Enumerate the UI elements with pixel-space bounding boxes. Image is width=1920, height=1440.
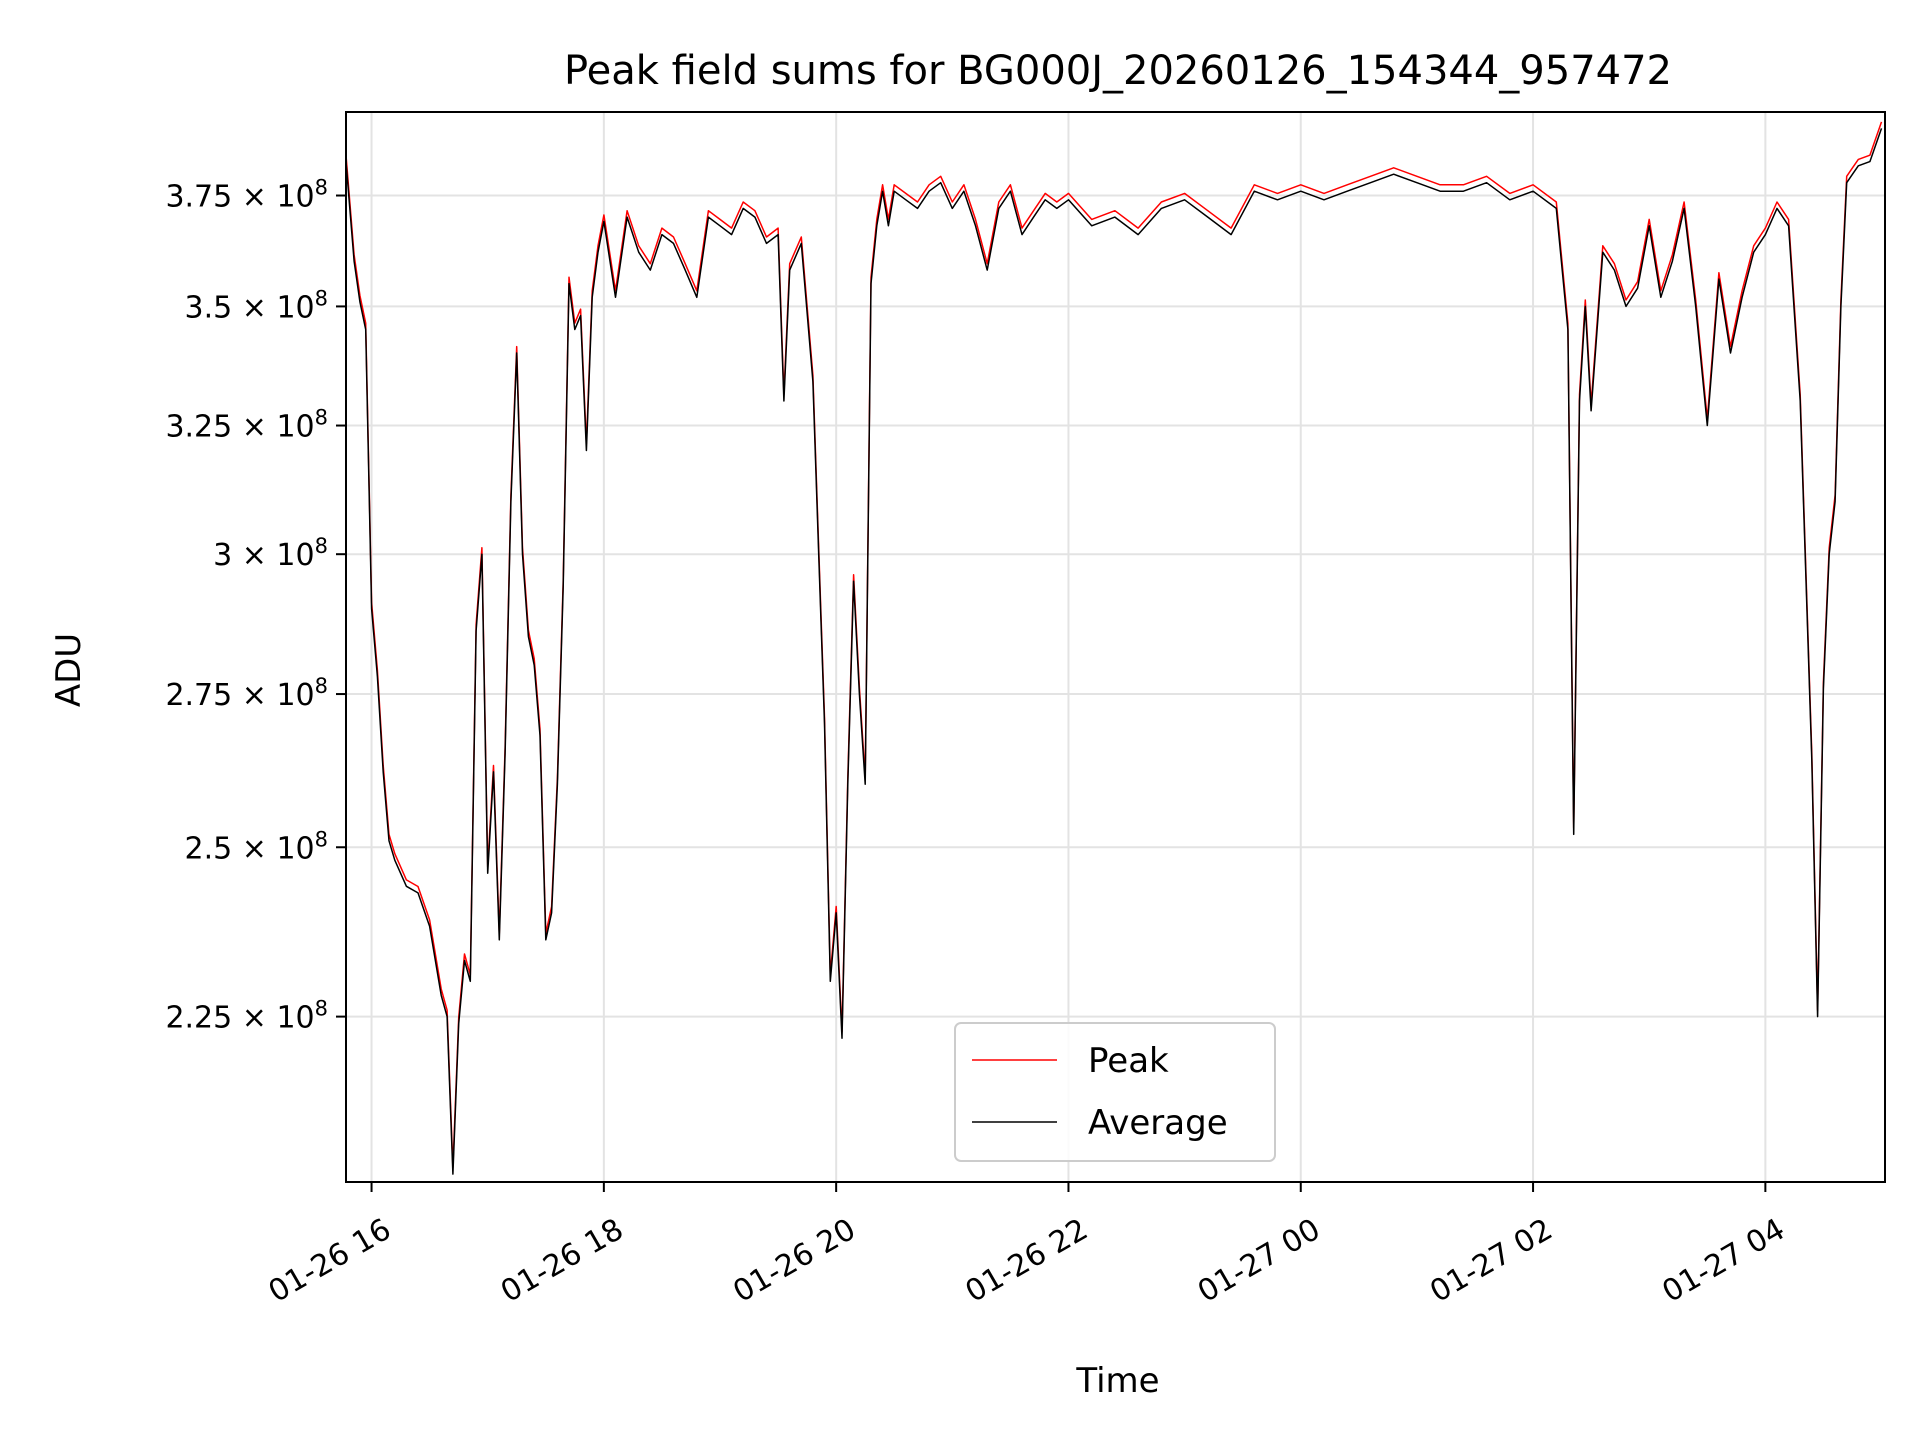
y-tick-label: 2.25 × 108 (165, 997, 328, 1036)
grid (346, 112, 1885, 1182)
legend: Peak Average (954, 1022, 1276, 1162)
legend-label-average: Average (1088, 1103, 1228, 1143)
series-layer (346, 121, 1883, 1175)
y-tick-label: 2.5 × 108 (185, 827, 328, 866)
plot-frame (345, 111, 1886, 1183)
y-axis-label: ADU (49, 633, 89, 707)
legend-label-peak: Peak (1088, 1041, 1169, 1081)
y-tick-label: 3 × 108 (213, 534, 328, 573)
y-axis-ticks: 2.25 × 108 2.5 × 108 2.75 × 108 3 × 108 3.25… (165, 176, 346, 1036)
y-tick-label: 2.75 × 108 (165, 674, 328, 713)
chart-title: Peak field sums for BG000J_20260126_1543… (564, 48, 1672, 94)
legend-box (954, 1022, 1276, 1162)
y-tick-label: 3.25 × 108 (165, 406, 328, 445)
y-tick-label: 3.75 × 108 (165, 176, 328, 215)
series-line-average (346, 128, 1883, 1175)
x-axis-label: Time (1075, 1361, 1159, 1401)
y-tick-label: 3.5 × 108 (185, 286, 328, 325)
